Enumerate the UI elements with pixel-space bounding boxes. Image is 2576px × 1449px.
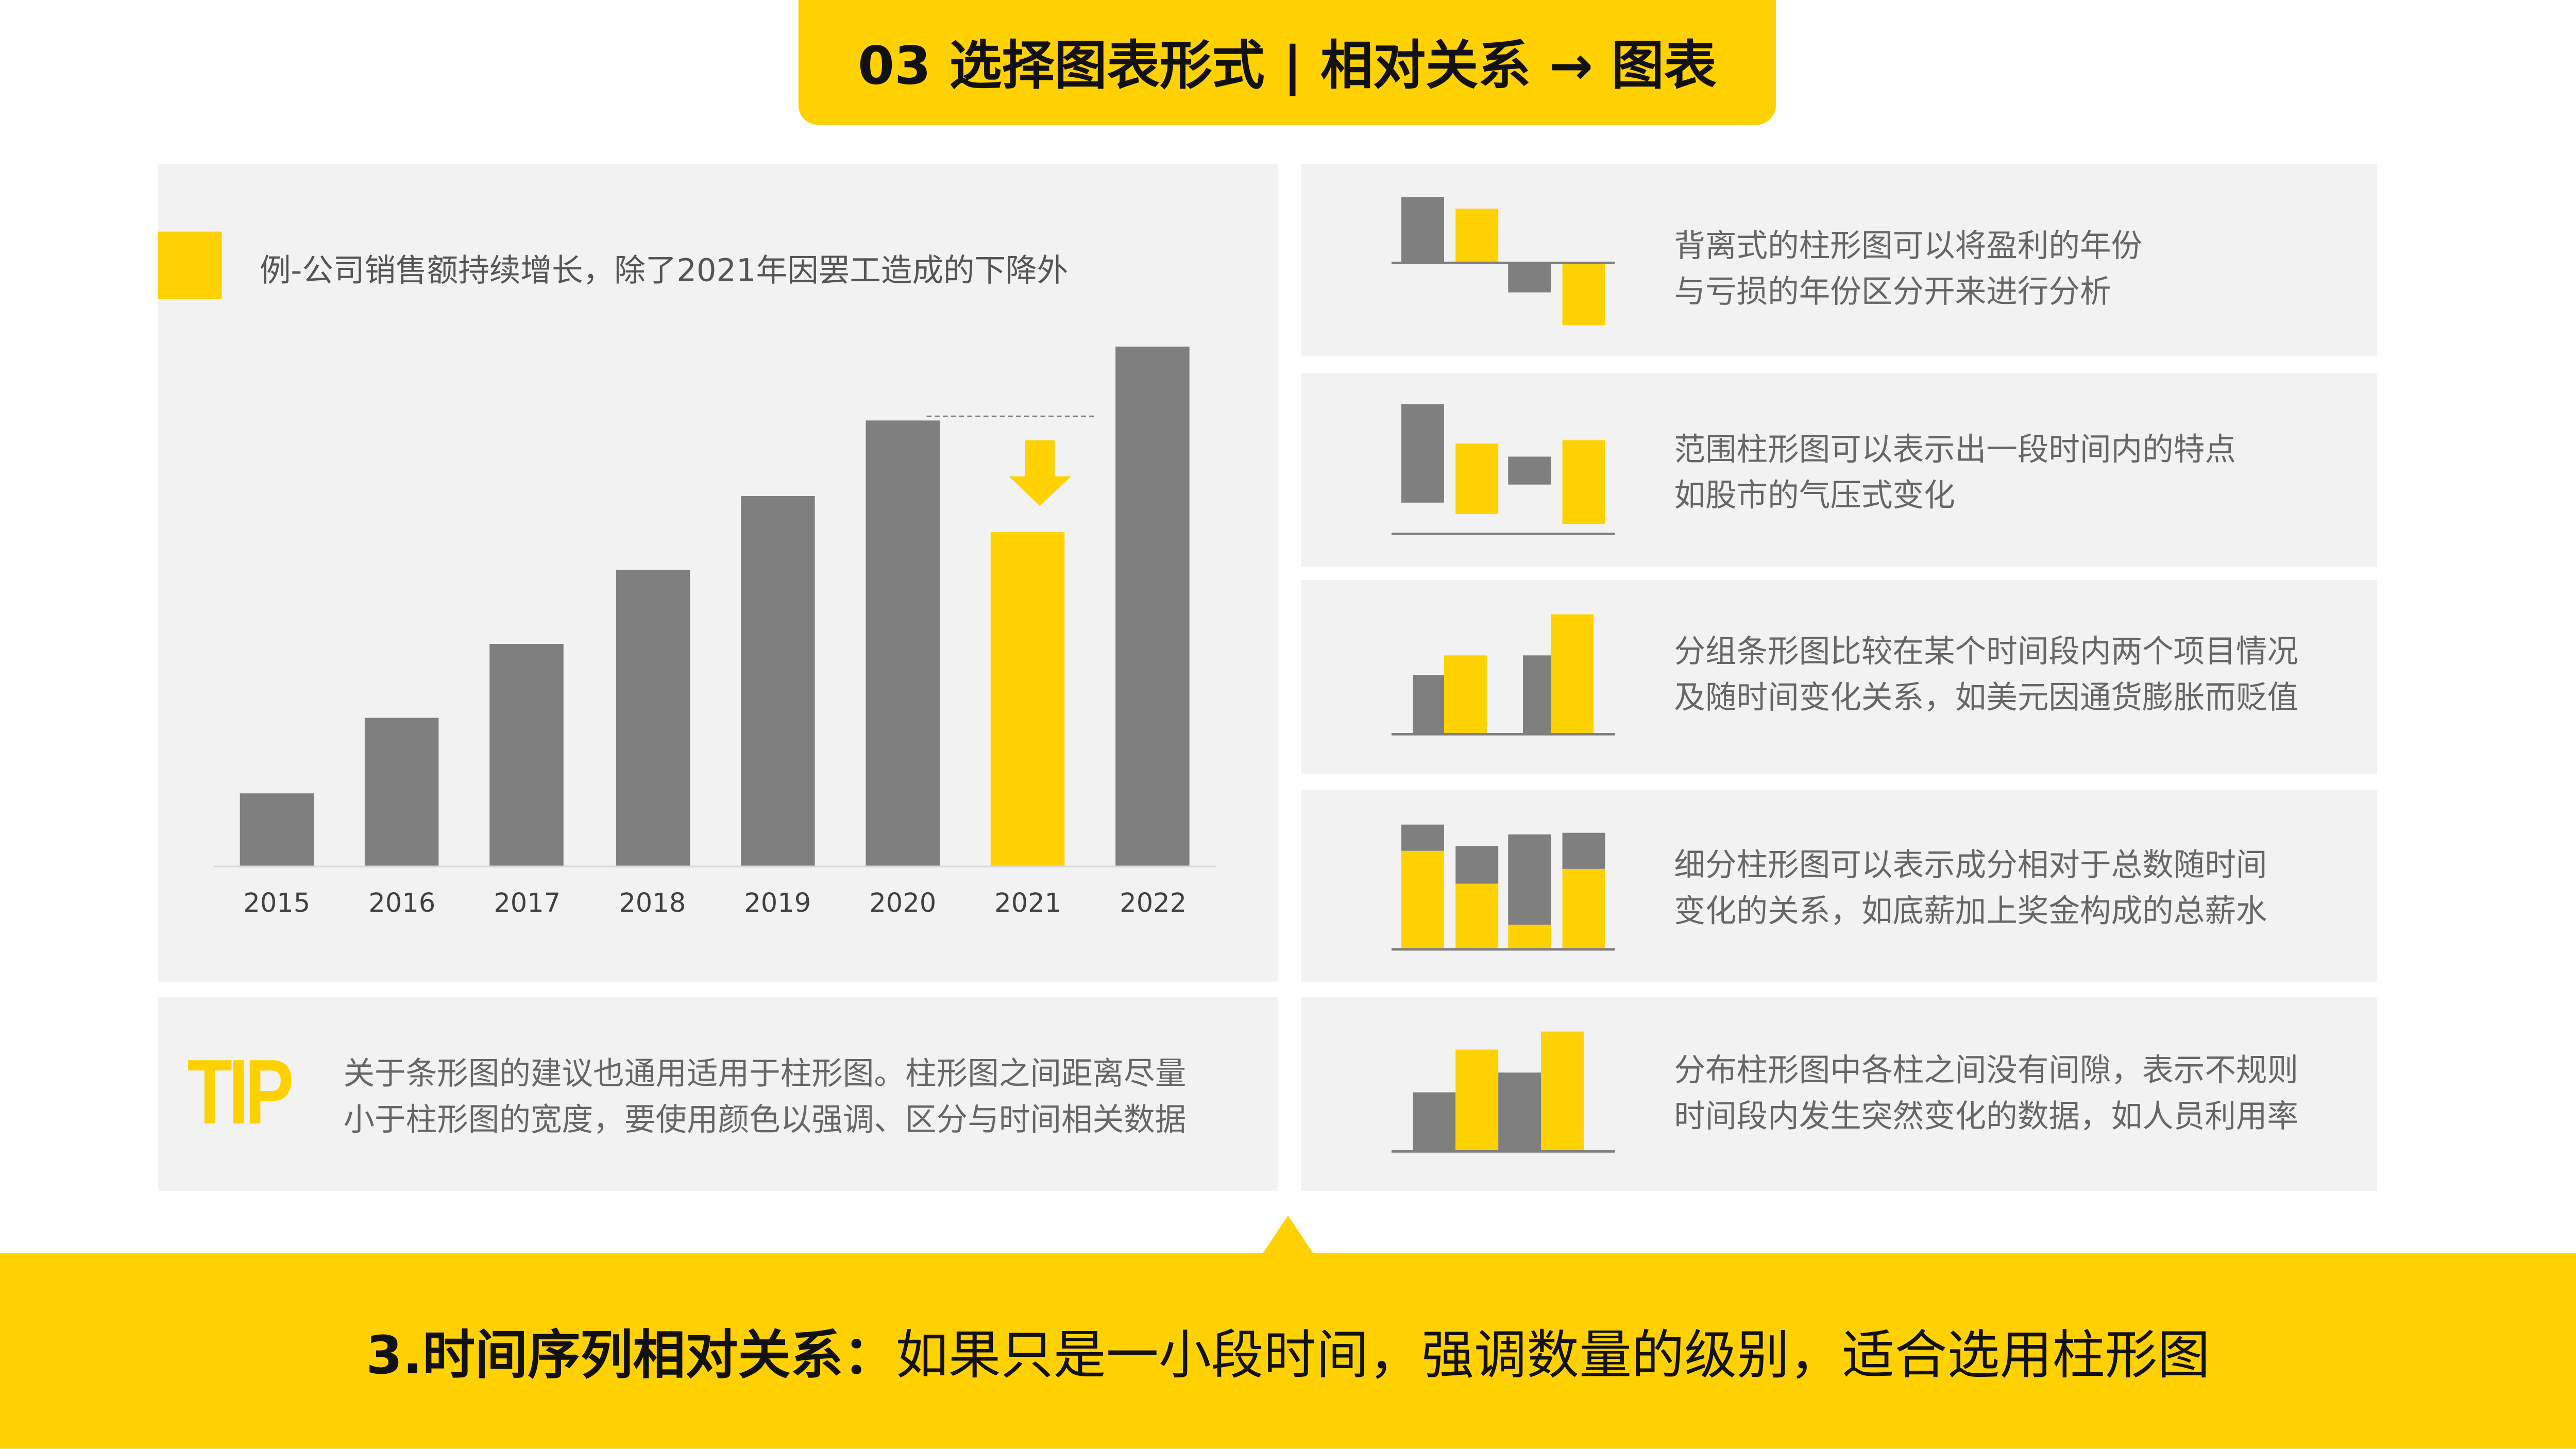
bar-2016 bbox=[365, 718, 439, 867]
bar-2018 bbox=[615, 570, 689, 867]
diverging-bar-icon bbox=[1391, 197, 1615, 326]
type-description: 分布柱形图中各柱之间没有间隙，表示不规则 时间段内发生突然变化的数据，如人员利用… bbox=[1674, 1053, 2299, 1135]
x-axis-line bbox=[213, 865, 1216, 867]
bar-2021 bbox=[991, 532, 1065, 867]
tip-text: 关于条形图的建议也通用适用于柱形图。柱形图之间距离尽量 小于柱形图的宽度，要使用… bbox=[343, 1056, 1187, 1138]
page-title: 03 选择图表形式 | 相对关系 → 图表 bbox=[798, 0, 1776, 125]
type-panel-range: 范围柱形图可以表示出一段时间内的特点 如股市的气压式变化 bbox=[1301, 372, 2378, 567]
example-chart-panel: 例-公司销售额持续增长，除了2021年因罢工造成的下降外 bbox=[158, 164, 1278, 982]
grouped-bar-icon bbox=[1391, 614, 1615, 736]
type-panel-grouped: 分组条形图比较在某个时间段内两个项目情况 及随时间变化关系，如美元因通货膨胀而贬… bbox=[1301, 579, 2378, 774]
x-tick-label: 2016 bbox=[368, 887, 436, 918]
conclusion-heading: 3.时间序列相对关系： bbox=[366, 1323, 896, 1386]
previous-level-dashed-line bbox=[926, 415, 1094, 417]
bar-2015 bbox=[240, 793, 314, 867]
x-tick-label: 2017 bbox=[494, 887, 561, 918]
conclusion-banner: 3.时间序列相对关系： 如果只是一小段时间，强调数量的级别，适合选用柱形图 bbox=[0, 1253, 2576, 1449]
x-tick-label: 2022 bbox=[1120, 887, 1187, 918]
conclusion-text: 如果只是一小段时间，强调数量的级别，适合选用柱形图 bbox=[895, 1323, 2210, 1386]
type-description: 细分柱形图可以表示成分相对于总数随时间 变化的关系，如底薪加上奖金构成的总薪水 bbox=[1674, 847, 2267, 930]
type-panel-diverging: 背离式的柱形图可以将盈利的年份 与亏损的年份区分开来进行分析 bbox=[1301, 164, 2378, 356]
type-panel-histogram: 分布柱形图中各柱之间没有间隙，表示不规则 时间段内发生突然变化的数据，如人员利用… bbox=[1301, 997, 2378, 1191]
stacked-bar-icon bbox=[1391, 824, 1615, 951]
caption-marker bbox=[158, 231, 222, 299]
type-description: 分组条形图比较在某个时间段内两个项目情况 及随时间变化关系，如美元因通货膨胀而贬… bbox=[1674, 634, 2299, 717]
bar-2019 bbox=[740, 495, 815, 867]
chart-caption: 例-公司销售额持续增长，除了2021年因罢工造成的下降外 bbox=[259, 253, 1069, 289]
x-tick-label: 2021 bbox=[994, 887, 1062, 918]
bar-2022 bbox=[1116, 346, 1190, 867]
sales-bar-chart: 2015 2016 2017 2018 2019 2020 2021 2022 bbox=[0, 0, 1190, 918]
x-tick-label: 2015 bbox=[243, 887, 311, 918]
bar-2017 bbox=[490, 644, 564, 867]
x-tick-label: 2019 bbox=[744, 887, 811, 918]
bar-2020 bbox=[866, 421, 940, 867]
tip-label: TIP bbox=[187, 1039, 294, 1144]
x-tick-label: 2018 bbox=[619, 887, 686, 918]
type-description: 范围柱形图可以表示出一段时间内的特点 如股市的气压式变化 bbox=[1674, 432, 2236, 515]
tip-panel: TIP 关于条形图的建议也通用适用于柱形图。柱形图之间距离尽量 小于柱形图的宽度… bbox=[158, 997, 1278, 1191]
down-arrow-icon bbox=[1008, 440, 1072, 506]
pointer-triangle-icon bbox=[1261, 1215, 1315, 1255]
histogram-icon bbox=[1391, 1031, 1615, 1153]
type-panel-stacked: 细分柱形图可以表示成分相对于总数随时间 变化的关系，如底薪加上奖金构成的总薪水 bbox=[1301, 790, 2378, 982]
type-description: 背离式的柱形图可以将盈利的年份 与亏损的年份区分开来进行分析 bbox=[1674, 228, 2143, 311]
x-tick-label: 2020 bbox=[869, 887, 937, 918]
range-bar-icon bbox=[1391, 404, 1615, 535]
